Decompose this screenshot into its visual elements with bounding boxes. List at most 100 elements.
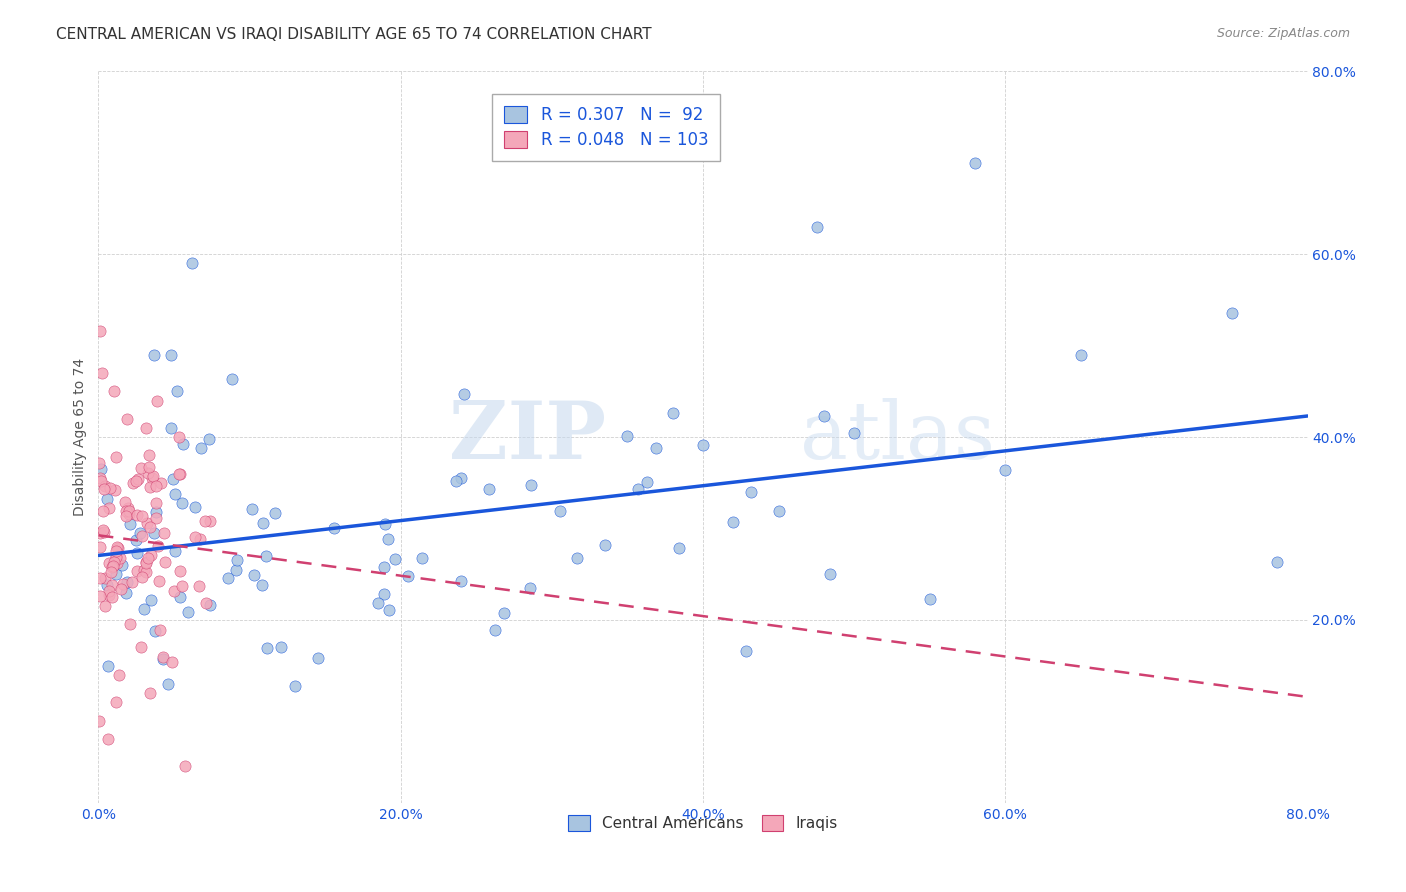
Point xyxy=(125,533,148,547)
Point xyxy=(139,480,162,494)
Point xyxy=(97,658,120,673)
Point xyxy=(108,551,131,566)
Point xyxy=(96,492,118,507)
Text: ZIP: ZIP xyxy=(450,398,606,476)
Point xyxy=(104,543,127,558)
Point xyxy=(668,541,690,555)
Point xyxy=(740,484,762,499)
Point xyxy=(225,553,247,567)
Point xyxy=(135,565,157,579)
Point xyxy=(138,459,160,474)
Point xyxy=(90,461,112,475)
Point xyxy=(188,532,211,546)
Point xyxy=(103,384,125,398)
Point xyxy=(243,567,266,582)
Point xyxy=(90,475,112,489)
Point xyxy=(198,599,221,613)
Point xyxy=(616,429,638,443)
Point xyxy=(96,578,118,592)
Point xyxy=(149,623,172,637)
Point xyxy=(169,467,191,481)
Point xyxy=(307,650,329,665)
Point xyxy=(91,524,114,538)
Point xyxy=(918,591,941,606)
Point xyxy=(377,532,399,546)
Point xyxy=(723,516,745,530)
Point xyxy=(813,409,835,423)
Point xyxy=(187,579,209,593)
Point xyxy=(384,551,406,566)
Point xyxy=(105,556,128,570)
Point xyxy=(166,384,188,399)
Point xyxy=(396,569,419,583)
Point xyxy=(142,526,165,541)
Point xyxy=(114,495,136,509)
Point xyxy=(89,525,111,540)
Point xyxy=(450,471,472,485)
Point xyxy=(107,541,129,556)
Point xyxy=(169,591,191,605)
Point xyxy=(637,475,659,489)
Point xyxy=(221,372,243,386)
Point xyxy=(143,624,166,638)
Point xyxy=(131,529,153,543)
Point xyxy=(378,603,401,617)
Point xyxy=(270,640,292,655)
Point xyxy=(139,548,162,562)
Point xyxy=(125,508,148,522)
Point xyxy=(136,466,159,480)
Point xyxy=(548,504,571,518)
Point xyxy=(190,441,212,455)
Point xyxy=(177,605,200,619)
Point xyxy=(93,482,115,496)
Point xyxy=(145,496,167,510)
Text: atlas: atlas xyxy=(800,398,995,476)
Point xyxy=(167,467,190,481)
Point xyxy=(121,575,143,590)
Point xyxy=(145,510,167,524)
Point xyxy=(194,514,217,528)
Point xyxy=(104,483,127,498)
Point xyxy=(139,520,162,534)
Point xyxy=(519,582,541,596)
Point xyxy=(139,686,162,700)
Point xyxy=(90,366,112,380)
Point xyxy=(1070,348,1092,362)
Point xyxy=(98,589,121,603)
Point xyxy=(1220,306,1243,320)
Point xyxy=(93,524,115,539)
Point xyxy=(105,549,128,564)
Point xyxy=(844,426,866,441)
Point xyxy=(98,501,121,516)
Point xyxy=(645,441,668,455)
Point xyxy=(494,606,516,620)
Point xyxy=(146,539,169,553)
Point xyxy=(254,549,277,563)
Point xyxy=(453,387,475,401)
Point xyxy=(89,590,111,604)
Point xyxy=(139,592,162,607)
Point xyxy=(135,421,157,435)
Point xyxy=(131,570,153,584)
Point xyxy=(284,680,307,694)
Point xyxy=(125,564,148,578)
Point xyxy=(1267,555,1289,569)
Point xyxy=(135,555,157,569)
Point xyxy=(146,393,169,408)
Point xyxy=(141,471,163,485)
Point xyxy=(112,577,135,591)
Point xyxy=(322,521,344,535)
Point xyxy=(367,596,389,610)
Point xyxy=(374,517,396,532)
Point xyxy=(198,432,221,446)
Text: Source: ZipAtlas.com: Source: ZipAtlas.com xyxy=(1216,27,1350,40)
Point xyxy=(994,463,1017,477)
Point xyxy=(120,616,142,631)
Point xyxy=(131,509,153,524)
Point xyxy=(820,566,842,581)
Point xyxy=(127,472,149,486)
Point xyxy=(411,550,433,565)
Point xyxy=(89,324,111,338)
Point xyxy=(129,461,152,475)
Y-axis label: Disability Age 65 to 74: Disability Age 65 to 74 xyxy=(73,358,87,516)
